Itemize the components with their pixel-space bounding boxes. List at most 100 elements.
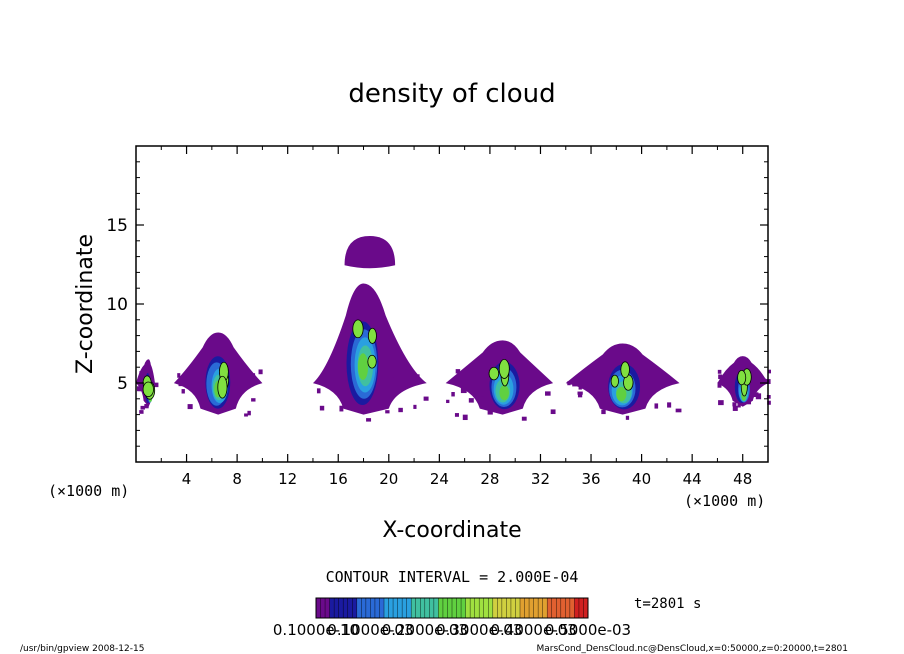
colorbar-segment [501, 598, 507, 618]
cloud-speckle [577, 393, 583, 398]
colorbar-segment [374, 598, 380, 618]
colorbar-segment [438, 598, 444, 618]
cloud-speckle [654, 403, 659, 409]
colorbar-segment [461, 598, 467, 618]
cloud-speckle [413, 404, 417, 409]
cloud-speckle [366, 418, 372, 422]
colorbar-segment [465, 598, 471, 618]
cloud-cell-6 [717, 356, 771, 411]
cloud-speckle [732, 402, 737, 407]
y-axis-label: Z-coordinate [73, 234, 98, 374]
colorbar-segment [483, 598, 489, 618]
colorbar-segment [538, 598, 544, 618]
colorbar-segment [556, 598, 562, 618]
cloud-body [344, 236, 396, 269]
colorbar-segment [583, 598, 589, 618]
cloud-speckle [718, 374, 723, 380]
cloud-contour [142, 381, 154, 398]
cloud-contour [610, 374, 619, 388]
colorbar-segment [488, 598, 494, 618]
colorbar-segment [365, 598, 371, 618]
colorbar-segment [402, 598, 408, 618]
colorbar-segment [565, 598, 571, 618]
colorbar-tick-label: 0.5000e-03 [545, 621, 631, 639]
colorbar-segment [578, 598, 584, 618]
colorbar-segment [384, 598, 390, 618]
cloud-speckle [385, 410, 390, 414]
cloud-core [616, 386, 627, 402]
cloud-speckle [572, 381, 577, 387]
cloud-speckle [423, 396, 429, 401]
x-tick-label: 40 [632, 470, 651, 488]
cloud-speckle [381, 388, 387, 393]
cloud-cell-3-upper [344, 236, 396, 269]
cloud-speckle [762, 378, 767, 384]
cloud-cell-3 [312, 283, 429, 422]
cloud-speckle [446, 399, 450, 404]
cloud-speckle [181, 389, 185, 394]
cloud-speckle [138, 378, 143, 382]
cloud-speckle [478, 381, 484, 386]
colorbar-segment [470, 598, 476, 618]
cloud-speckle [139, 371, 146, 378]
x-tick-label: 24 [430, 470, 449, 488]
cloud-speckle [550, 409, 556, 415]
cloud-speckle [577, 391, 583, 395]
cloud-core [499, 385, 510, 401]
cloud-speckle [567, 381, 571, 386]
cloud-speckle [451, 392, 455, 397]
colorbar-segment [524, 598, 530, 618]
cloud-speckle [766, 395, 771, 399]
colorbar-segment [329, 598, 335, 618]
y-tick-label: 15 [106, 216, 128, 236]
x-tick-label: 4 [182, 470, 192, 488]
cloud-speckle [648, 384, 652, 390]
x-unit-label: (×1000 m) [684, 492, 765, 510]
colorbar-segment [334, 598, 340, 618]
y-tick-label: 5 [117, 374, 128, 394]
cloud-speckle [140, 405, 145, 410]
colorbar-tick-label: 0.2000e-03 [382, 621, 468, 639]
cloud-speckle [767, 369, 771, 374]
cloud-speckle [717, 369, 722, 374]
cloud-speckle [319, 405, 325, 411]
cloud-speckle [601, 409, 606, 415]
cloud-contour [620, 361, 630, 379]
colorbar-segment [560, 598, 566, 618]
cloud-speckle [471, 371, 476, 376]
x-tick-label: 32 [531, 470, 550, 488]
colorbar-segment [379, 598, 385, 618]
colorbar-segment [510, 598, 516, 618]
colorbar-segment [356, 598, 362, 618]
cloud-speckle [539, 377, 543, 383]
cloud-speckle [136, 386, 142, 392]
colorbar-segment [529, 598, 535, 618]
colorbar-segment [452, 598, 458, 618]
cloud-cell-4 [445, 340, 556, 421]
colorbar-segment [338, 598, 344, 618]
colorbar-segment [406, 598, 412, 618]
cloud-speckle [148, 375, 154, 381]
colorbar-segment [569, 598, 575, 618]
cloud-speckle [409, 370, 415, 375]
cloud-contour [367, 327, 377, 344]
cloud-speckle [753, 392, 759, 398]
colorbar-tick-label: 0.1000e-10 [273, 621, 359, 639]
cloud-speckle [717, 382, 722, 388]
colorbar-segment [515, 598, 521, 618]
cloud-speckle [600, 388, 606, 394]
cloud-contour [488, 366, 500, 381]
x-tick-label: 36 [581, 470, 600, 488]
cloud-speckle [745, 398, 752, 405]
colorbar-segment [456, 598, 462, 618]
colorbar-segment [533, 598, 539, 618]
cloud-contour [737, 369, 747, 386]
colorbar-segment [352, 598, 358, 618]
x-tick-label: 28 [480, 470, 499, 488]
colorbar-segment [415, 598, 421, 618]
cloud-speckle [316, 388, 321, 394]
colorbar-segment [343, 598, 349, 618]
colorbar-segment [447, 598, 453, 618]
cloud-speckle [667, 402, 672, 408]
cloud-speckle [251, 398, 256, 402]
